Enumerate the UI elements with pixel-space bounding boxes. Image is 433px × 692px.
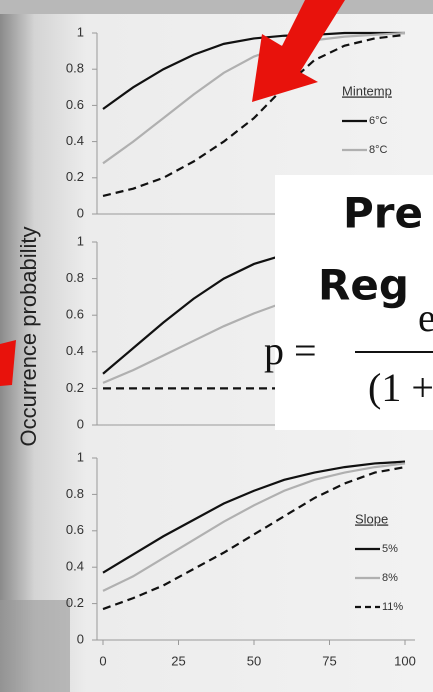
legend-label: 8% — [382, 572, 398, 584]
y-tick-label: 0.8 — [66, 61, 84, 76]
y-axis-label: Occurrence probability — [16, 226, 41, 446]
x-tick-label: 75 — [322, 653, 336, 668]
overlay-line: Pre — [343, 189, 423, 238]
corner-shade — [0, 600, 70, 692]
y-tick-label: 0 — [77, 205, 84, 220]
y-tick-label: 0.8 — [66, 270, 84, 285]
x-tick-label: 100 — [394, 653, 416, 668]
legend-title: Slope — [355, 511, 388, 526]
y-tick-label: 0.6 — [66, 522, 84, 537]
y-tick-label: 0.4 — [66, 343, 84, 358]
y-tick-label: 0.2 — [66, 595, 84, 610]
legend-title: Mintemp — [342, 83, 392, 98]
numerator: e — [418, 295, 433, 340]
y-tick-label: 0.6 — [66, 97, 84, 112]
x-tick-label: 0 — [99, 653, 106, 668]
y-tick-label: 0.4 — [66, 559, 84, 574]
y-tick-label: 1 — [77, 24, 84, 39]
legend-label: 11% — [382, 601, 403, 613]
top-frame — [0, 0, 433, 14]
y-tick-label: 1 — [77, 233, 84, 248]
y-tick-label: 0.2 — [66, 169, 84, 184]
y-tick-label: 0 — [77, 416, 84, 431]
x-tick-label: 50 — [247, 653, 261, 668]
legend-label: 6°C — [369, 115, 388, 127]
overlay-line: Reg — [318, 261, 409, 310]
y-tick-label: 0.4 — [66, 133, 84, 148]
y-tick-label: 1 — [77, 449, 84, 464]
legend-label: 8°C — [369, 144, 388, 156]
y-tick-label: 0.6 — [66, 307, 84, 322]
x-tick-label: 25 — [171, 653, 185, 668]
slide: 0 0.2 0.4 0.6 0.8 1 Mintemp 6°C 8°C 0 0.2 0.4 0.6 0.8… — [0, 0, 433, 692]
y-tick-label: 0.2 — [66, 380, 84, 395]
y-tick-label: 0 — [77, 631, 84, 646]
y-tick-label: 0.8 — [66, 486, 84, 501]
denominator: (1 + — [368, 365, 433, 410]
formula-lhs: p = — [264, 328, 317, 373]
legend-label: 5% — [382, 543, 398, 555]
